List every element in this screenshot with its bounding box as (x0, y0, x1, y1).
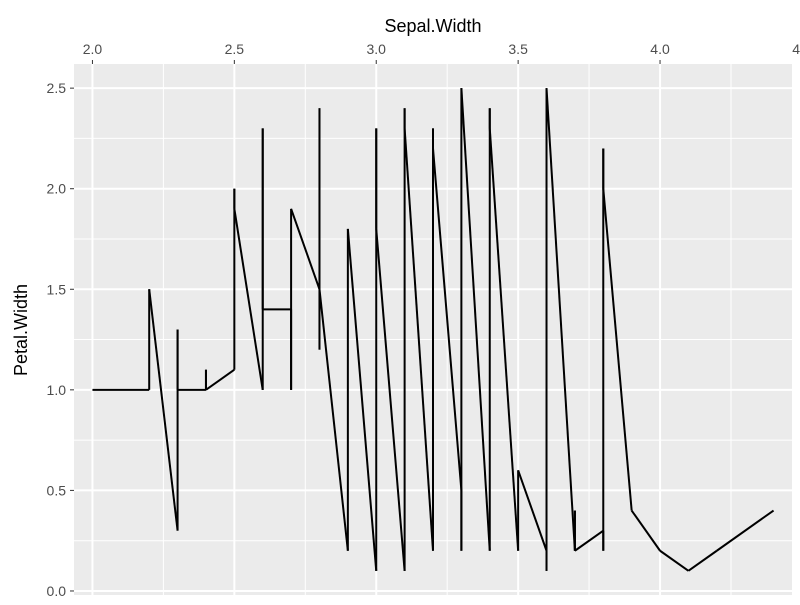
x-tick-label: 2.0 (83, 41, 103, 57)
y-tick-label: 2.0 (47, 181, 67, 197)
y-tick-label: 1.5 (47, 281, 67, 297)
line-segment (659, 549, 689, 572)
line-segment (346, 228, 378, 571)
line-segment (716, 509, 775, 552)
x-tick-label: 4.5 (792, 41, 800, 57)
line-segment (290, 208, 321, 290)
line-segment (460, 88, 491, 551)
axis-ticks: 2.0 2.5 3.0 3.5 4.0 4.5 0.0 0.5 1.0 1.5 2.0 2.5 (47, 41, 800, 599)
y-axis-title: Petal.Width (11, 284, 31, 376)
x-tick-label: 3.5 (508, 41, 528, 57)
line-segment (403, 128, 434, 551)
line-segment (687, 549, 718, 572)
x-tick-label: 4.0 (650, 41, 670, 57)
line-segment (148, 289, 179, 531)
line-segment (432, 148, 463, 491)
line-segment (488, 128, 520, 551)
line-segment (545, 88, 576, 551)
line-segment (517, 469, 548, 552)
x-tick-label: 3.0 (367, 41, 387, 57)
line-segment (205, 368, 235, 391)
y-tick-label: 1.0 (47, 382, 67, 398)
y-tick-label: 2.5 (47, 80, 67, 96)
x-axis-title: Sepal.Width (384, 16, 481, 36)
line-segment (574, 529, 604, 552)
line-segment (602, 188, 633, 511)
line-segment (375, 228, 406, 571)
line-segment (318, 289, 349, 551)
line-segment (233, 208, 264, 390)
line-segment (630, 509, 661, 552)
y-tick-label: 0.0 (47, 583, 67, 599)
x-tick-label: 2.5 (225, 41, 245, 57)
series-lines (92, 88, 775, 572)
y-tick-label: 0.5 (47, 482, 67, 498)
